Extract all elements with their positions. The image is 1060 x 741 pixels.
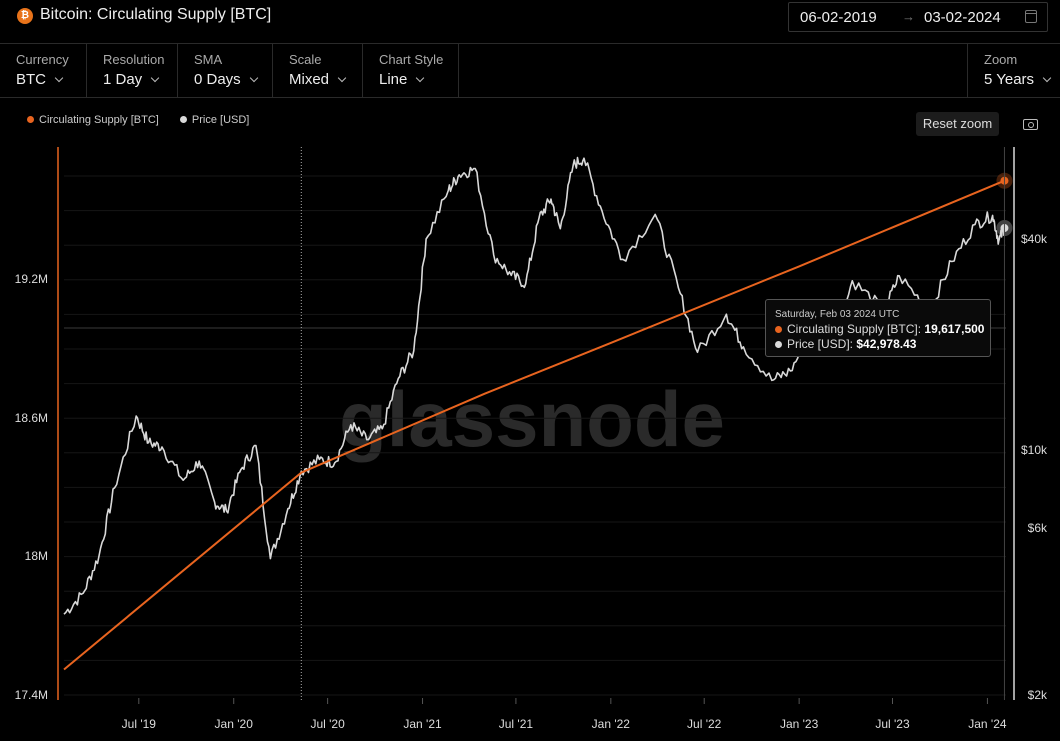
x-tick-label: Jul '22 xyxy=(687,717,722,731)
date-start-input[interactable]: 06-02-2019 xyxy=(800,9,877,26)
resolution-value[interactable]: 1 Day xyxy=(103,71,160,88)
watermark: glassnode xyxy=(339,375,725,463)
x-tick-label: Jul '21 xyxy=(499,717,534,731)
tooltip-price-value: $42,978.43 xyxy=(856,337,917,351)
toolbar: Currency BTC Resolution 1 Day SMA 0 Days… xyxy=(0,43,1060,98)
legend-item-price[interactable]: Price [USD] xyxy=(179,114,249,126)
legend-dot-supply xyxy=(27,116,34,123)
chart-tooltip: Saturday, Feb 03 2024 UTC Circulating Su… xyxy=(765,299,991,357)
x-tick-label: Jul '20 xyxy=(310,717,345,731)
chevron-down-icon xyxy=(416,73,425,83)
sma-label: SMA xyxy=(194,52,223,67)
y-left-tick-label: 18M xyxy=(25,549,48,563)
scale-select[interactable]: Scale Mixed xyxy=(273,44,363,98)
arrow-right-icon: → xyxy=(902,9,915,24)
chart-markers xyxy=(996,147,1013,700)
chevron-down-icon xyxy=(1042,73,1052,83)
bitcoin-icon: ₿ xyxy=(17,8,33,24)
scale-label: Scale xyxy=(289,52,322,67)
tooltip-price-row: Price [USD]: $42,978.43 xyxy=(775,337,916,351)
x-tick-label: Jan '22 xyxy=(592,717,631,731)
x-tick-label: Jul '19 xyxy=(122,717,157,731)
zoom-label: Zoom xyxy=(984,52,1018,67)
circulating-supply-line xyxy=(63,179,1005,671)
chart-legend: Circulating Supply [BTC] Price [USD] xyxy=(27,114,267,126)
chart-style-select[interactable]: Chart Style Line xyxy=(363,44,459,98)
y-right-tick-label: $40k xyxy=(1021,232,1048,246)
chart[interactable]: glassnode 17.4M 18M 18.6M 19.2M $2k $6k $10k $4… xyxy=(0,140,1060,741)
x-tick-label: Jan '21 xyxy=(403,717,442,731)
x-tick-label: Jan '24 xyxy=(968,717,1007,731)
page-title: Bitcoin: Circulating Supply [BTC] xyxy=(40,6,272,23)
tooltip-supply-value: 19,617,500 xyxy=(924,322,985,336)
camera-icon[interactable] xyxy=(1023,119,1038,130)
scale-value[interactable]: Mixed xyxy=(289,71,347,88)
calendar-icon[interactable] xyxy=(1025,10,1037,23)
y-left-tick-label: 18.6M xyxy=(15,411,48,425)
chevron-down-icon xyxy=(337,73,347,83)
chart-style-label: Chart Style xyxy=(379,52,444,67)
zoom-select[interactable]: Zoom 5 Years xyxy=(967,44,1060,98)
reset-zoom-button[interactable]: Reset zoom xyxy=(916,112,999,136)
tooltip-supply-row: Circulating Supply [BTC]: 19,617,500 xyxy=(775,322,984,336)
resolution-select[interactable]: Resolution 1 Day xyxy=(87,44,178,98)
chart-axes: 17.4M 18M 18.6M 19.2M $2k $6k $10k $40k Jul '19 J… xyxy=(15,147,1048,731)
chevron-down-icon xyxy=(150,73,160,83)
date-range-picker[interactable]: 06-02-2019 → 03-02-2024 xyxy=(788,2,1048,32)
chart-style-value[interactable]: Line xyxy=(379,71,425,88)
legend-dot-price xyxy=(179,116,187,123)
y-right-tick-label: $10k xyxy=(1021,443,1048,457)
chevron-down-icon xyxy=(249,73,258,83)
currency-label: Currency xyxy=(16,52,69,67)
chevron-down-icon xyxy=(54,73,64,83)
y-left-tick-label: 19.2M xyxy=(15,272,48,286)
y-right-tick-label: $6k xyxy=(1028,521,1048,535)
tooltip-supply-label: Circulating Supply [BTC]: xyxy=(787,322,922,336)
sma-value[interactable]: 0 Days xyxy=(194,71,258,88)
resolution-label: Resolution xyxy=(103,52,165,67)
sma-select[interactable]: SMA 0 Days xyxy=(178,44,273,98)
currency-value[interactable]: BTC xyxy=(16,71,64,88)
zoom-value[interactable]: 5 Years xyxy=(984,71,1052,88)
header: ₿ Bitcoin: Circulating Supply [BTC] 06-0… xyxy=(0,0,1060,34)
y-right-tick-label: $2k xyxy=(1028,688,1048,702)
tooltip-price-label: Price [USD]: xyxy=(787,337,854,351)
tooltip-supply-dot xyxy=(775,326,782,333)
date-end-input[interactable]: 03-02-2024 xyxy=(924,9,1001,26)
x-tick-label: Jul '23 xyxy=(875,717,910,731)
y-left-tick-label: 17.4M xyxy=(15,688,48,702)
legend-item-supply[interactable]: Circulating Supply [BTC] xyxy=(27,114,159,126)
x-tick-label: Jan '20 xyxy=(215,717,254,731)
x-tick-label: Jan '23 xyxy=(780,717,819,731)
currency-select[interactable]: Currency BTC xyxy=(0,44,87,98)
tooltip-date: Saturday, Feb 03 2024 UTC xyxy=(775,309,900,320)
tooltip-price-dot xyxy=(775,341,782,348)
